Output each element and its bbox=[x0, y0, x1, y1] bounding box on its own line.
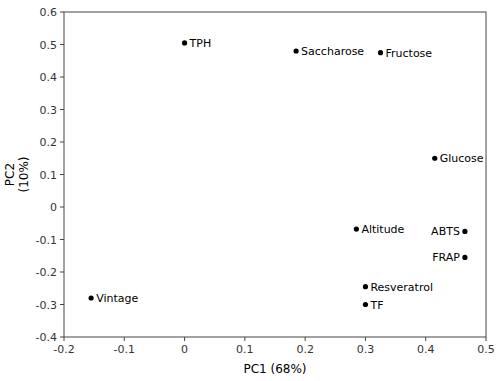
y-tick-label: 0.3 bbox=[40, 104, 58, 117]
point-label: TPH bbox=[189, 37, 212, 50]
y-tick-label: 0.2 bbox=[40, 136, 58, 149]
chart: -0.2 -0.1 0 0.1 0.2 0.3 0.4 0.5 -0.4 -0.3 -0.2 -0.1… bbox=[0, 0, 500, 381]
y-axis-label: PC2(10%) bbox=[3, 156, 31, 192]
x-tick-label: -0.2 bbox=[53, 343, 74, 356]
y-tick bbox=[60, 304, 64, 305]
y-tick bbox=[60, 207, 64, 208]
y-tick bbox=[60, 109, 64, 110]
y-tick bbox=[60, 239, 64, 240]
x-tick bbox=[365, 337, 366, 341]
y-tick bbox=[60, 142, 64, 143]
x-tick-label: 0.2 bbox=[296, 343, 314, 356]
point bbox=[182, 40, 187, 45]
y-tick bbox=[60, 77, 64, 78]
y-tick-label: -0.3 bbox=[36, 299, 57, 312]
point bbox=[462, 255, 467, 260]
x-tick bbox=[244, 337, 245, 341]
y-axis-label-line: (10%) bbox=[17, 156, 31, 192]
point bbox=[363, 302, 368, 307]
x-tick bbox=[124, 337, 125, 341]
x-axis-label: PC1 (68%) bbox=[243, 362, 306, 376]
x-tick-label: 0.3 bbox=[357, 343, 375, 356]
y-tick bbox=[60, 174, 64, 175]
y-tick-label: 0.5 bbox=[40, 39, 58, 52]
point bbox=[462, 229, 467, 234]
point-label: Saccharose bbox=[301, 45, 364, 58]
y-tick bbox=[60, 44, 64, 45]
x-tick bbox=[486, 337, 487, 341]
point-label: ABTS bbox=[431, 225, 460, 238]
point-label: Altitude bbox=[361, 223, 404, 236]
y-tick bbox=[60, 12, 64, 13]
x-tick-label: 0.1 bbox=[236, 343, 254, 356]
point-label: Vintage bbox=[96, 292, 138, 305]
y-tick-label: 0.6 bbox=[40, 6, 58, 19]
point bbox=[378, 50, 383, 55]
point bbox=[294, 48, 299, 53]
x-tick-label: 0 bbox=[181, 343, 188, 356]
point-label: Glucose bbox=[440, 152, 484, 165]
y-tick-label: -0.4 bbox=[36, 331, 57, 344]
y-tick-label: 0.1 bbox=[40, 169, 58, 182]
y-tick bbox=[60, 272, 64, 273]
point bbox=[89, 295, 94, 300]
y-tick-label: 0.4 bbox=[40, 71, 58, 84]
x-tick bbox=[305, 337, 306, 341]
y-tick-label: 0 bbox=[50, 201, 57, 214]
x-tick-label: 0.5 bbox=[477, 343, 495, 356]
x-tick bbox=[425, 337, 426, 341]
plot-frame bbox=[64, 12, 486, 337]
point-label: FRAP bbox=[432, 251, 460, 264]
x-tick bbox=[184, 337, 185, 341]
y-axis-label-line: PC2 bbox=[3, 163, 17, 186]
y-tick-label: -0.1 bbox=[36, 234, 57, 247]
point-labels: TPH Saccharose Fructose Glucose Altitude ABTS… bbox=[96, 37, 484, 312]
x-tick-label: 0.4 bbox=[417, 343, 435, 356]
point-label: Fructose bbox=[386, 47, 433, 60]
x-tick-label: -0.1 bbox=[114, 343, 135, 356]
point bbox=[432, 156, 437, 161]
point bbox=[363, 284, 368, 289]
point-label: Resveratrol bbox=[370, 281, 433, 294]
x-tick bbox=[64, 337, 65, 341]
y-tick bbox=[60, 337, 64, 338]
y-tick-label: -0.2 bbox=[36, 266, 57, 279]
point bbox=[354, 227, 359, 232]
point-label: TF bbox=[369, 299, 383, 312]
